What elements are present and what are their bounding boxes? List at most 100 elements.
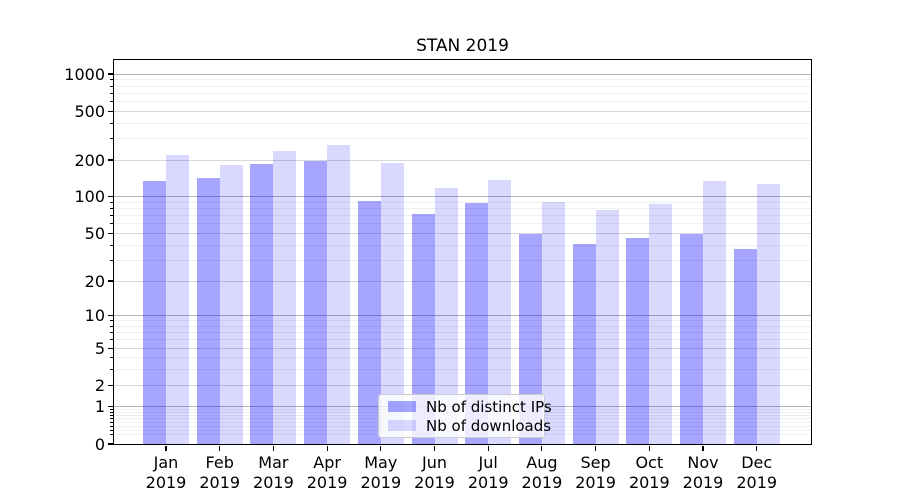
bar-ips-may <box>357 200 381 444</box>
x-tick-label-may: May 2019 <box>341 453 421 493</box>
x-tick-mark <box>326 445 328 451</box>
x-tick-label-jan: Jan 2019 <box>126 453 206 493</box>
y-minor-tick-mark <box>109 233 113 234</box>
gridline-2 <box>114 384 811 386</box>
x-tick-month: Nov <box>687 453 719 472</box>
x-tick-label-apr: Apr 2019 <box>287 453 367 493</box>
x-tick-label-mar: Mar 2019 <box>233 453 313 493</box>
y-minor-tick-mark <box>109 280 113 282</box>
y-tick-label: 2 <box>94 375 105 395</box>
y-minor-tick-mark <box>109 418 113 420</box>
y-tick-label: 50 <box>84 224 105 243</box>
y-minor-tick-mark <box>109 244 113 246</box>
gridline-60 <box>114 223 811 225</box>
y-tick-label: 100 <box>74 187 105 207</box>
gridline-300 <box>114 137 811 139</box>
bar-ips-sep <box>572 243 596 444</box>
gridline-400 <box>114 122 811 124</box>
y-tick-label: 500 <box>74 101 105 121</box>
x-tick-mark <box>272 445 274 451</box>
x-tick-month: Dec <box>741 453 773 472</box>
legend-swatch-distinct-ips <box>388 401 416 412</box>
y-minor-tick-mark <box>109 110 113 112</box>
x-tick-month: Mar <box>258 453 289 472</box>
chart-title: STAN 2019 <box>416 36 509 56</box>
y-minor-tick-mark <box>109 320 113 322</box>
y-tick-mark <box>107 443 113 445</box>
x-tick-year: 2019 <box>414 473 455 492</box>
bar-downloads-mar <box>273 151 297 444</box>
x-tick-month: Jun <box>422 453 447 472</box>
plot-area <box>113 59 812 445</box>
y-tick-label: 10 <box>84 306 105 326</box>
y-minor-tick-mark <box>109 100 113 102</box>
x-tick-mark <box>487 445 489 451</box>
bar-ips-aug <box>518 233 542 444</box>
x-tick-mark <box>165 445 167 451</box>
bar-ips-jan <box>143 181 166 444</box>
x-tick-label-nov: Nov 2019 <box>663 453 743 493</box>
x-tick-year: 2019 <box>575 473 616 492</box>
legend: Nb of distinct IPs Nb of downloads <box>378 394 552 438</box>
x-tick-mark <box>648 445 650 451</box>
x-tick-label-jun: Jun 2019 <box>395 453 475 493</box>
x-tick-year: 2019 <box>199 473 241 492</box>
bar-downloads-dec <box>756 183 780 444</box>
y-minor-tick-mark <box>109 369 113 371</box>
bar-downloads-nov <box>703 180 726 444</box>
x-tick-year: 2019 <box>360 473 402 492</box>
bar-ips-apr <box>304 160 328 444</box>
x-tick-label-feb: Feb 2019 <box>180 453 260 493</box>
legend-label-distinct-ips: Nb of distinct IPs <box>426 397 552 416</box>
x-tick-label-aug: Aug 2019 <box>502 453 582 493</box>
x-tick-year: 2019 <box>682 473 724 492</box>
gridline-700 <box>114 92 811 94</box>
y-minor-tick-mark <box>109 325 113 327</box>
y-tick-label: 0 <box>94 434 105 454</box>
y-minor-tick-mark <box>109 429 113 431</box>
bar-downloads-may <box>380 163 404 444</box>
gridline-500 <box>114 110 811 112</box>
gridline-600 <box>114 100 811 102</box>
x-tick-month: Feb <box>205 453 234 472</box>
x-tick-month: May <box>364 453 398 472</box>
x-tick-year: 2019 <box>145 473 187 492</box>
gridline-1000 <box>114 73 811 75</box>
y-minor-tick-mark <box>109 384 113 386</box>
x-tick-month: Jan <box>153 453 179 472</box>
gridline-30 <box>114 259 811 261</box>
gridline-70 <box>114 215 811 217</box>
gridline-50 <box>114 233 811 234</box>
y-minor-tick-mark <box>109 347 113 349</box>
y-tick-label: 1 <box>94 397 105 417</box>
y-minor-tick-mark <box>109 122 113 124</box>
x-tick-year: 2019 <box>736 473 778 492</box>
x-tick-year: 2019 <box>521 473 563 492</box>
gridline-3 <box>114 369 811 371</box>
bar-ips-jul <box>465 203 489 444</box>
gridline-80 <box>114 208 811 210</box>
x-tick-mark <box>433 445 436 451</box>
y-minor-tick-mark <box>109 201 113 203</box>
legend-swatch-downloads <box>388 420 416 431</box>
bar-downloads-jun <box>434 188 458 444</box>
x-tick-label-oct: Oct 2019 <box>609 453 689 493</box>
y-minor-tick-mark <box>109 223 113 225</box>
bar-downloads-sep <box>595 210 619 444</box>
bar-ips-nov <box>680 233 703 444</box>
gridline-6 <box>114 339 811 341</box>
gridline-5 <box>114 347 811 349</box>
y-minor-tick-mark <box>109 159 113 161</box>
bar-downloads-apr <box>327 144 351 444</box>
y-minor-tick-mark <box>109 208 113 210</box>
bar-downloads-jan <box>166 155 189 444</box>
gridline-40 <box>114 244 811 246</box>
x-tick-label-sep: Sep 2019 <box>556 453 636 493</box>
y-minor-tick-mark <box>109 79 113 81</box>
x-tick-year: 2019 <box>467 473 509 492</box>
legend-item-downloads: Nb of downloads <box>379 417 551 435</box>
bar-ips-jun <box>411 213 435 444</box>
x-tick-label-jul: Jul 2019 <box>448 453 528 493</box>
x-tick-year: 2019 <box>253 473 294 492</box>
